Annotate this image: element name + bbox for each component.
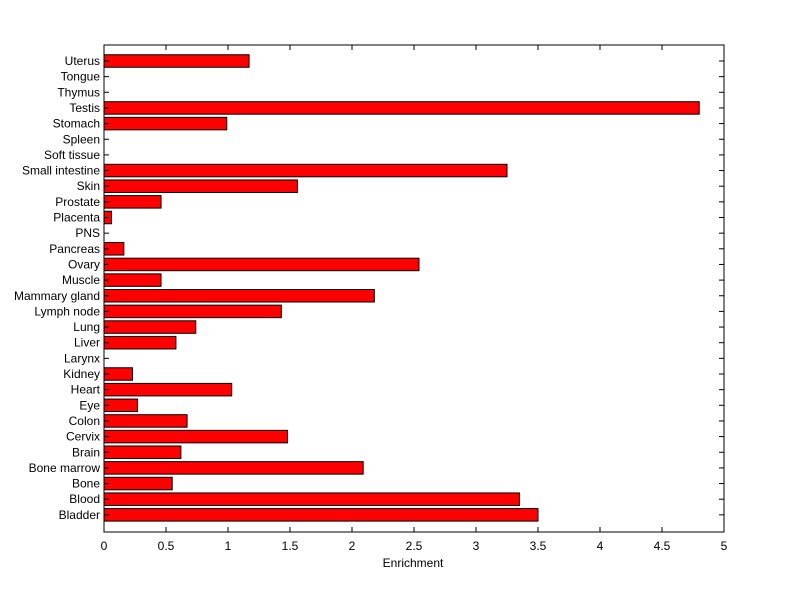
x-tick-labels: 0 0.5 1 1.5 2 2.5 3 3.5 4 4.5 5 bbox=[101, 539, 728, 553]
category-label: Lung bbox=[73, 320, 100, 334]
x-tick-label: 2 bbox=[349, 539, 356, 553]
x-tick-label: 0.5 bbox=[158, 539, 175, 553]
category-label: Testis bbox=[69, 101, 100, 115]
category-label: Larynx bbox=[64, 351, 100, 365]
category-label: Placenta bbox=[53, 211, 100, 225]
x-tick-label: 4.5 bbox=[654, 539, 671, 553]
category-label: Kidney bbox=[63, 367, 100, 381]
category-label: Heart bbox=[71, 383, 101, 397]
bar bbox=[103, 320, 197, 334]
category-label: Blood bbox=[69, 492, 100, 506]
category-label: PNS bbox=[75, 226, 100, 240]
category-label: Thymus bbox=[57, 85, 100, 99]
bars-group bbox=[103, 54, 700, 522]
x-tick-label: 1.5 bbox=[282, 539, 299, 553]
category-label: Eye bbox=[79, 398, 100, 412]
bar bbox=[103, 273, 162, 287]
category-label: Bone bbox=[72, 477, 100, 491]
bar bbox=[103, 414, 188, 428]
category-label: Bladder bbox=[59, 508, 100, 522]
x-axis-label: Enrichment bbox=[383, 556, 444, 570]
category-label: Brain bbox=[72, 445, 100, 459]
bar bbox=[103, 429, 289, 444]
tick-marks bbox=[103, 45, 725, 532]
category-label: Small intestine bbox=[22, 164, 100, 178]
bar bbox=[103, 54, 250, 68]
bar bbox=[103, 116, 228, 131]
category-label: Bone marrow bbox=[29, 461, 101, 475]
bar bbox=[103, 382, 233, 397]
bar bbox=[103, 461, 364, 475]
category-label: Tongue bbox=[61, 70, 101, 84]
category-label: Colon bbox=[69, 414, 100, 428]
category-label: Skin bbox=[77, 179, 100, 193]
bar bbox=[103, 304, 282, 319]
category-label: Prostate bbox=[55, 195, 100, 209]
bar bbox=[103, 179, 298, 193]
x-tick-label: 0 bbox=[101, 539, 108, 553]
category-label: Spleen bbox=[63, 132, 100, 146]
category-label: Ovary bbox=[68, 257, 100, 271]
x-tick-label: 5 bbox=[721, 539, 728, 553]
category-label: Lymph node bbox=[34, 304, 100, 318]
bar bbox=[103, 257, 420, 272]
category-label: Mammary gland bbox=[14, 289, 100, 303]
bar bbox=[103, 492, 520, 506]
category-label: Pancreas bbox=[49, 242, 100, 256]
x-tick-label: 4 bbox=[597, 539, 604, 553]
x-tick-label: 1 bbox=[225, 539, 232, 553]
plot-frame bbox=[103, 44, 725, 533]
bar bbox=[103, 476, 173, 491]
category-label: Uterus bbox=[65, 54, 100, 68]
bar bbox=[103, 335, 177, 350]
x-tick-label: 2.5 bbox=[406, 539, 423, 553]
category-label: Soft tissue bbox=[44, 148, 100, 162]
bar bbox=[103, 445, 182, 459]
category-label: Muscle bbox=[62, 273, 100, 287]
category-label: Liver bbox=[74, 336, 100, 350]
bar bbox=[103, 289, 375, 303]
category-label: Stomach bbox=[53, 117, 100, 131]
bar bbox=[103, 195, 162, 209]
category-label: Cervix bbox=[66, 430, 100, 444]
bar bbox=[103, 398, 138, 413]
bar bbox=[103, 101, 700, 115]
x-tick-label: 3.5 bbox=[530, 539, 547, 553]
x-tick-label: 3 bbox=[473, 539, 480, 553]
bar bbox=[103, 508, 539, 522]
bar bbox=[103, 163, 508, 178]
